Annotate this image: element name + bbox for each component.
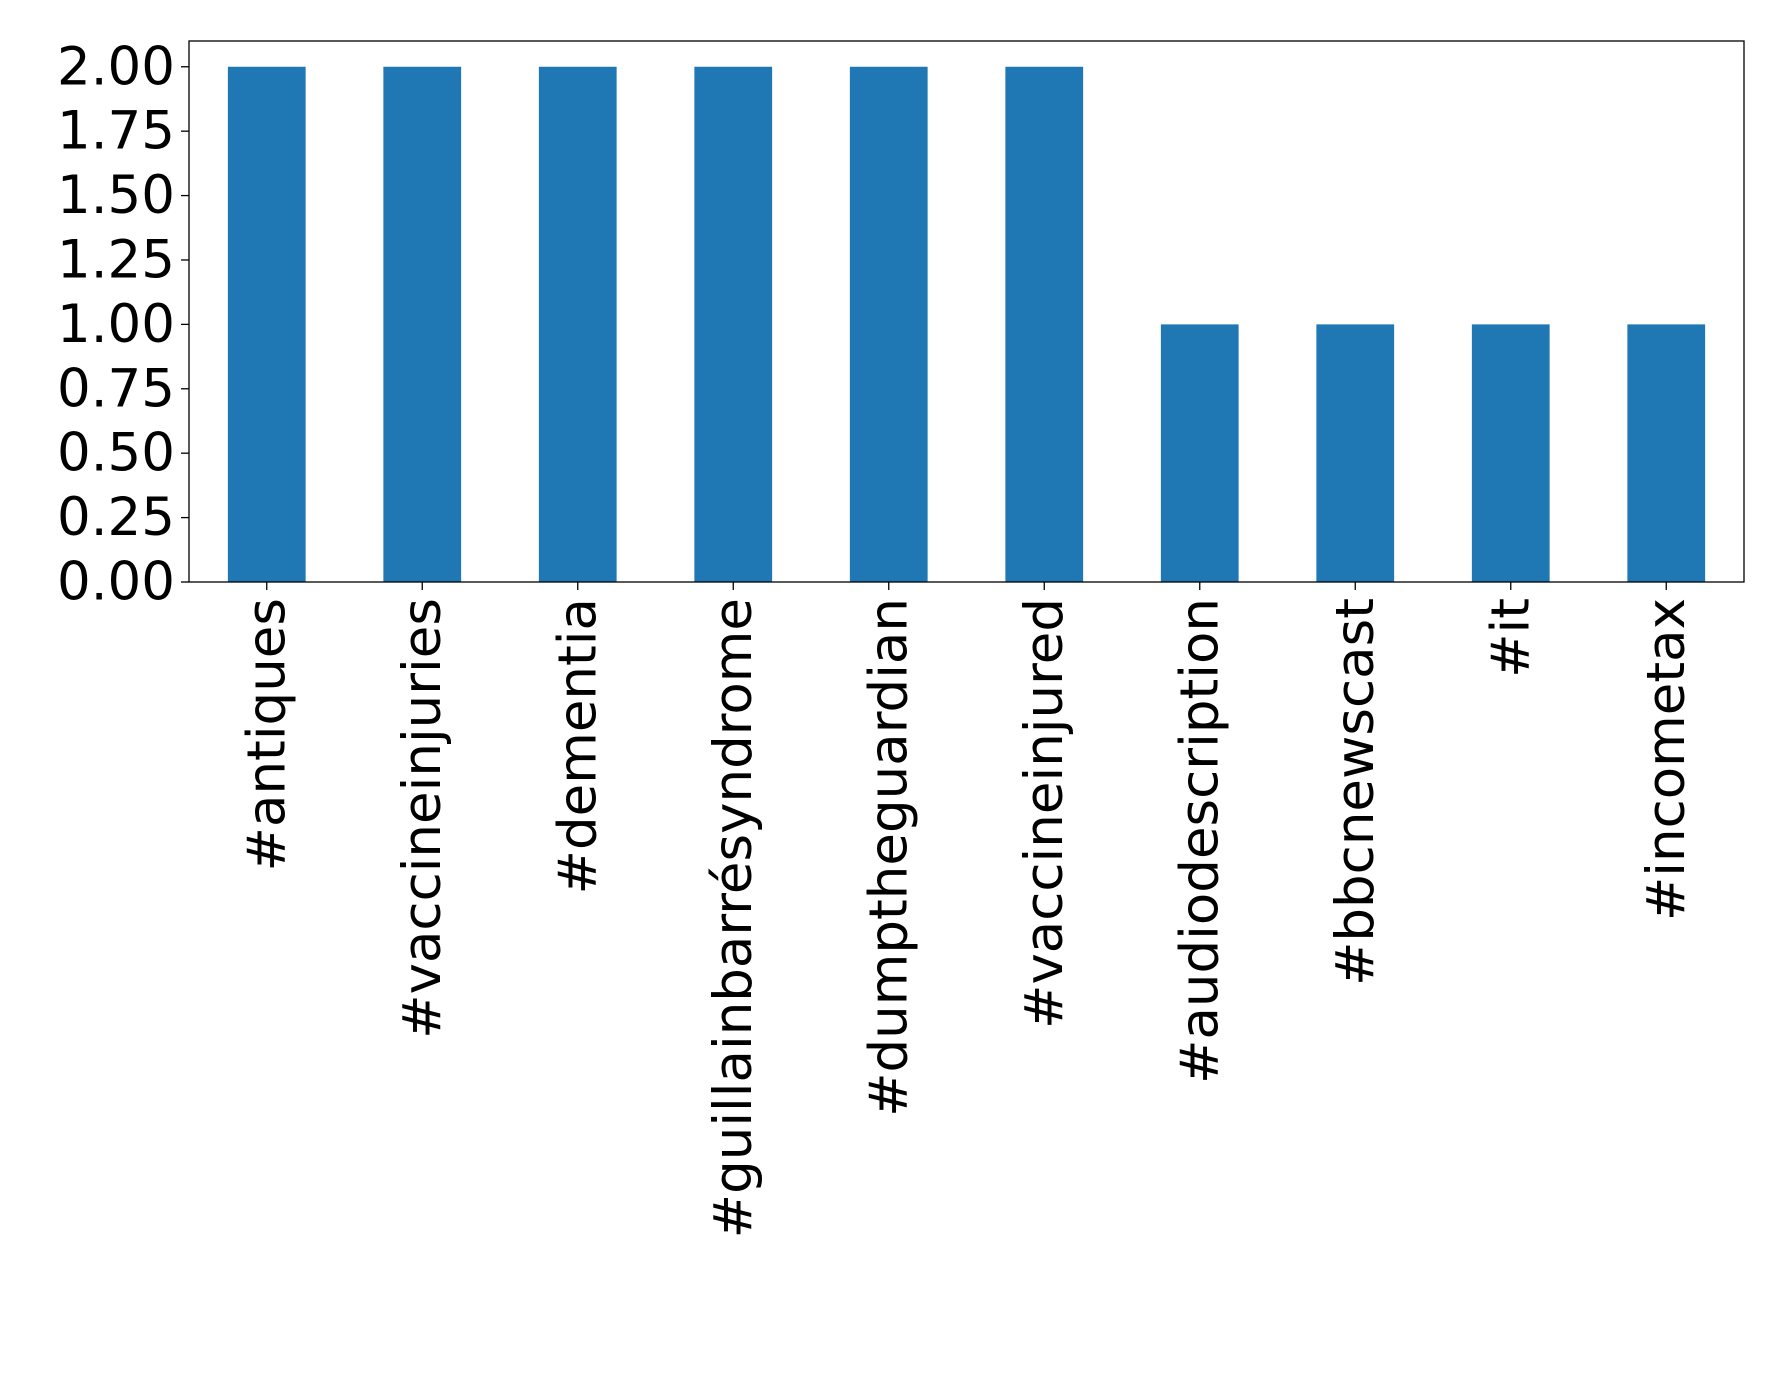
- y-tick-label-5: 1.25: [57, 229, 175, 290]
- x-tick-label-1: #vaccineinjuries: [392, 598, 453, 1039]
- x-tick-label-2: #dementia: [547, 598, 608, 894]
- y-tick-label-3: 0.75: [57, 358, 175, 419]
- x-tick-label-0: #antiques: [236, 598, 297, 871]
- x-tick-label-4: #dumptheguardian: [858, 598, 919, 1117]
- bar-4: [849, 66, 928, 582]
- y-tick-label-1: 0.25: [57, 487, 175, 548]
- y-axis: 0.000.250.500.751.001.251.501.752.00: [57, 36, 189, 613]
- x-tick-label-8: #it: [1480, 598, 1541, 678]
- bar-1: [383, 66, 462, 582]
- plot-frame: [188, 40, 1745, 583]
- x-tick-label-7: #bbcnewscast: [1325, 598, 1386, 986]
- bar-5: [1005, 66, 1084, 582]
- x-tick-label-9: #incometax: [1636, 598, 1697, 921]
- bar-0: [227, 66, 306, 582]
- bars-group: [227, 66, 1706, 582]
- y-tick-label-8: 2.00: [57, 36, 175, 97]
- bar-3: [694, 66, 773, 582]
- x-tick-label-5: #vaccineinjured: [1014, 598, 1075, 1029]
- bar-9: [1627, 324, 1706, 582]
- y-tick-label-7: 1.75: [57, 101, 175, 162]
- bar-2: [538, 66, 617, 582]
- x-tick-label-3: #guillainbarrésyndrome: [703, 598, 764, 1238]
- y-tick-label-0: 0.00: [57, 552, 175, 613]
- x-tick-label-6: #audiodescription: [1169, 598, 1230, 1084]
- bar-7: [1316, 324, 1395, 582]
- y-tick-label-6: 1.50: [57, 165, 175, 226]
- bar-6: [1160, 324, 1239, 582]
- y-tick-label-4: 1.00: [57, 294, 175, 355]
- bar-8: [1471, 324, 1550, 582]
- y-tick-label-2: 0.50: [57, 423, 175, 484]
- x-axis: #antiques #vaccineinjuries #dementia #guill…: [236, 582, 1697, 1238]
